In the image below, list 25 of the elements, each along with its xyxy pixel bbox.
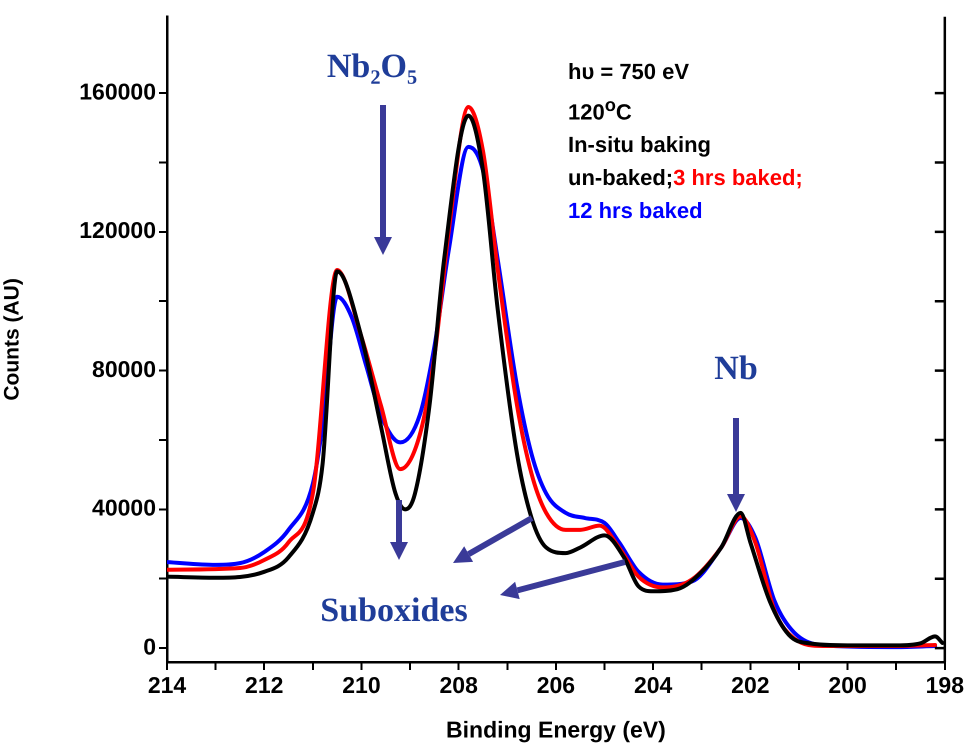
y-axis-title: Counts (AU) — [0, 278, 24, 401]
x-tick-label: 208 — [439, 672, 478, 698]
x-axis-title: Binding Energy (eV) — [446, 716, 666, 743]
x-tick-label: 214 — [148, 672, 186, 698]
annotation: 120$^{o}$C — [568, 93, 633, 126]
y-tick-label: 40000 — [92, 494, 156, 521]
x-tick-label: 200 — [828, 672, 867, 698]
x-tick-label: 210 — [342, 672, 381, 698]
annotation: Nb — [714, 350, 758, 388]
annotation: Suboxides — [320, 592, 468, 630]
x-tick-label: 204 — [634, 672, 673, 698]
text: 3 hrs baked; — [673, 165, 803, 190]
text: 12 hrs baked — [568, 198, 703, 224]
text: un-baked; — [568, 165, 674, 190]
annotation: hυ = 750 eV — [568, 58, 690, 86]
y-tick-label: 160000 — [79, 78, 156, 104]
y-tick-label: 120000 — [79, 217, 156, 244]
annotation: Nb₂O₅ — [326, 48, 418, 86]
annotation: In-situ baking — [568, 131, 712, 160]
x-tick-label: 202 — [731, 672, 770, 698]
y-tick-label: 80000 — [92, 356, 156, 382]
y-tick-label: 0 — [143, 633, 156, 660]
x-tick-label: 198 — [926, 672, 964, 698]
x-tick-label: 212 — [245, 672, 284, 698]
x-tick-label: 206 — [536, 672, 576, 698]
